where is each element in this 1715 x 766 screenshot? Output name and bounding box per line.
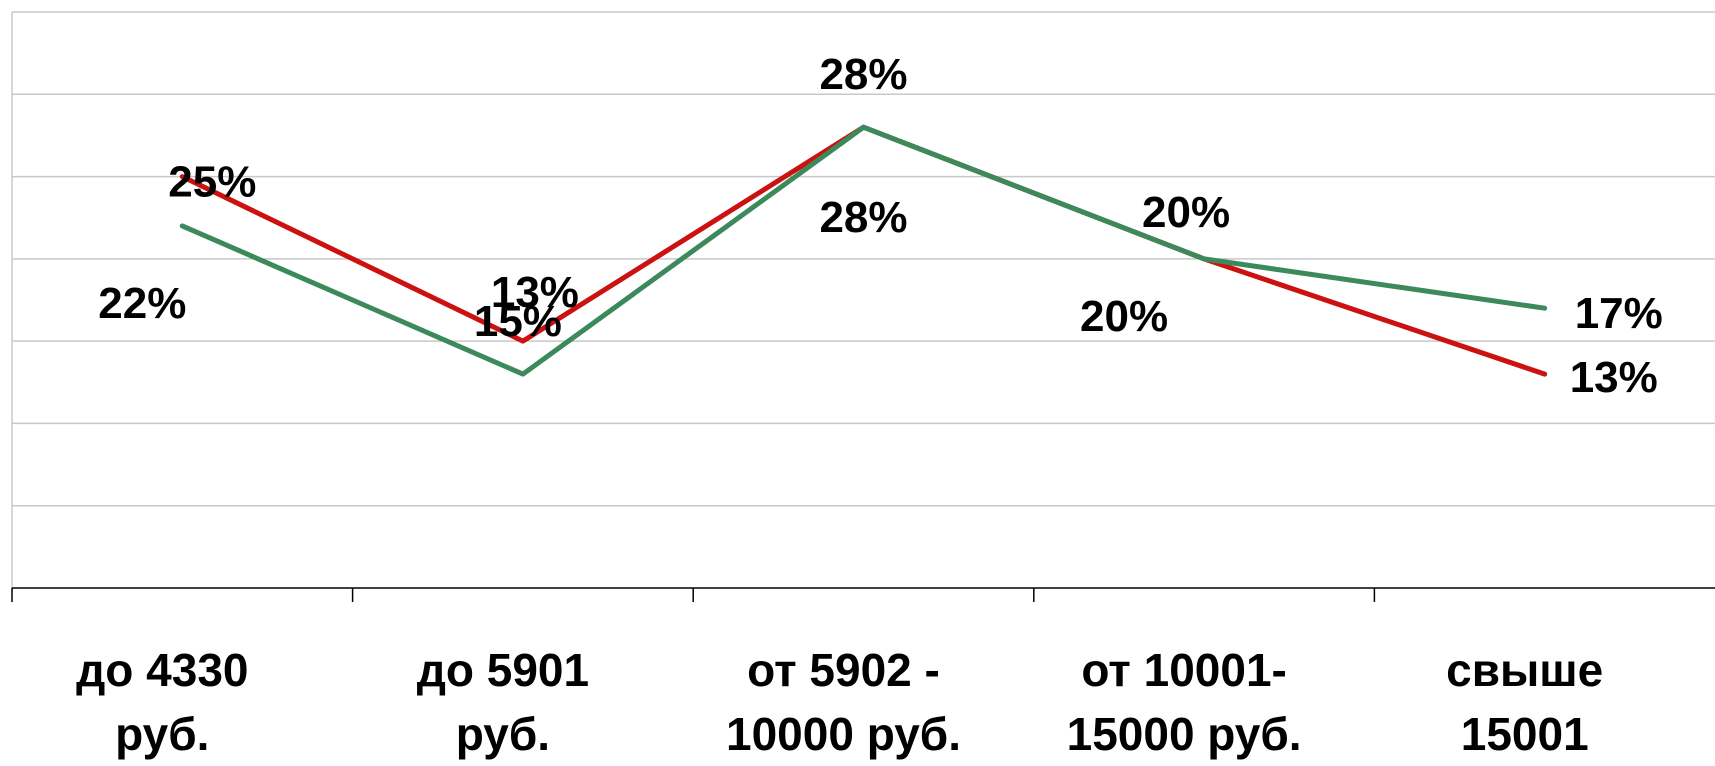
data-label-s2-1: 22%: [98, 279, 186, 328]
data-labels: 25% 13% 28% 20% 13% 22% 15% 28% 20% 17%: [98, 50, 1663, 402]
data-label-s1-4: 20%: [1142, 188, 1230, 237]
x-tick-label-5-line-1: свыше: [1446, 644, 1603, 696]
gridlines: [11, 11, 1715, 588]
data-label-s2-2: 15%: [474, 297, 562, 346]
x-tick-labels: до 4330 руб. до 5901 руб. от 5902 - 10000 руб…: [76, 644, 1603, 760]
series-2-line: [179, 124, 1548, 377]
data-label-s2-3: 28%: [819, 193, 907, 242]
x-tick-label-1-line-2: руб.: [115, 708, 209, 760]
x-tick-label-2-line-2: руб.: [456, 708, 550, 760]
x-tick-label-1-line-1: до 4330: [76, 644, 248, 696]
data-label-s2-5: 17%: [1575, 289, 1663, 338]
x-tick-label-4-line-2: 15000 руб.: [1067, 708, 1302, 760]
series-1-line: [179, 124, 1548, 377]
data-label-s2-4: 20%: [1080, 292, 1168, 341]
data-label-s1-2: 13%: [491, 268, 579, 317]
series-lines: [179, 124, 1548, 377]
x-tick-label-4-line-1: от 10001-: [1081, 644, 1287, 696]
x-axis: [11, 587, 1715, 602]
x-tick-label-3-line-1: от 5902 -: [747, 644, 940, 696]
x-tick-label-3-line-2: 10000 руб.: [726, 708, 961, 760]
data-label-s1-3: 28%: [819, 50, 907, 99]
data-label-s1-1: 25%: [168, 158, 256, 207]
x-tick-label-2-line-1: до 5901: [417, 644, 589, 696]
x-tick-label-5-line-2: 15001: [1461, 708, 1589, 760]
data-label-s1-5: 13%: [1570, 353, 1658, 402]
